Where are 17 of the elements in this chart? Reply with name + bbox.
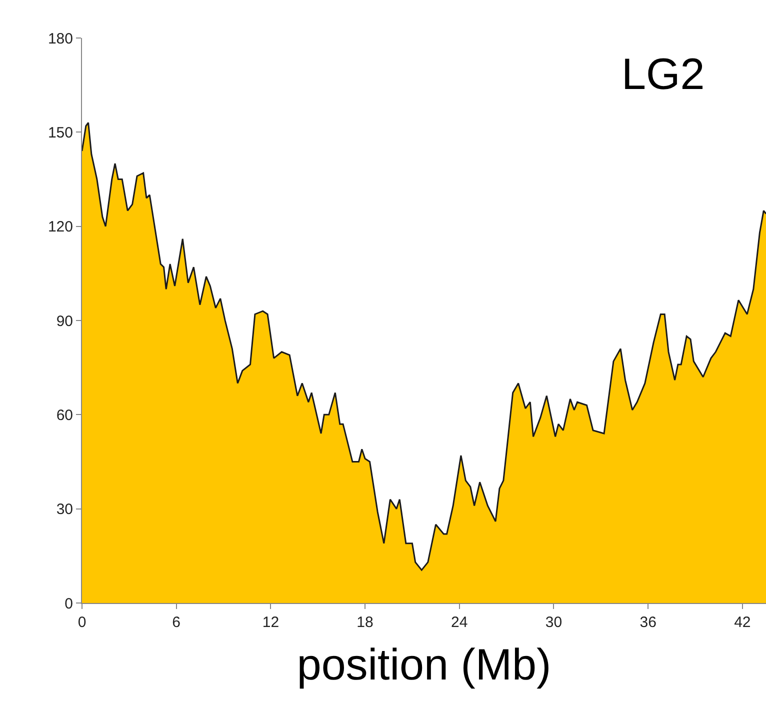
x-tick-label: 30 xyxy=(545,614,562,631)
x-tick-label: 18 xyxy=(356,614,374,631)
y-tick-label: 90 xyxy=(56,312,73,330)
x-tick-label: 24 xyxy=(451,614,468,631)
x-axis-title: position (Mb) xyxy=(296,640,552,690)
y-tick-label: 60 xyxy=(56,406,73,424)
y-tick-label: 30 xyxy=(56,501,73,518)
y-tick-label: 0 xyxy=(64,595,73,612)
y-tick-label: 120 xyxy=(48,218,73,236)
x-tick-label: 36 xyxy=(640,614,656,631)
y-tick-label: 180 xyxy=(48,30,73,48)
x-tick-label: 6 xyxy=(172,614,181,631)
y-tick-label: 150 xyxy=(48,124,73,142)
x-tick-label: 42 xyxy=(734,614,751,631)
chart-title: LG2 xyxy=(622,50,705,99)
x-tick-label: 12 xyxy=(262,614,280,631)
x-tick-label: 0 xyxy=(78,614,86,631)
